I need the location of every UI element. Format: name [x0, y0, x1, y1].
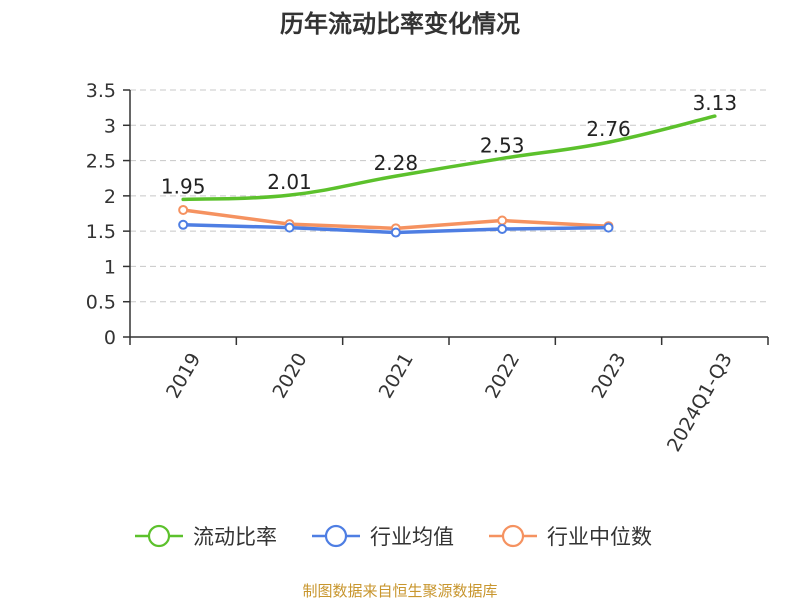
x-tick-label: 2023 — [587, 349, 630, 402]
source-note: 制图数据来自恒生聚源数据库 — [302, 582, 497, 600]
x-tick-label: 2024Q1-Q3 — [663, 349, 737, 455]
y-tick-label: 3.5 — [86, 80, 116, 102]
data-label: 2.28 — [374, 151, 419, 175]
y-tick-label: 0 — [104, 327, 116, 349]
grid-lines — [130, 89, 768, 303]
y-tick-label: 0.5 — [86, 292, 116, 314]
series-point-1[interactable] — [603, 222, 614, 233]
y-tick-label: 2 — [104, 186, 116, 208]
data-label: 2.76 — [586, 117, 631, 141]
y-tick-label: 1.5 — [86, 221, 116, 243]
legend-marker — [324, 524, 348, 548]
y-tick-label: 1 — [104, 256, 116, 278]
series-point-1[interactable] — [178, 219, 189, 230]
legend-marker — [501, 524, 525, 548]
data-label: 2.01 — [267, 170, 312, 194]
x-tick-label: 2021 — [375, 349, 418, 402]
series-point-1[interactable] — [497, 224, 508, 235]
legend-label: 行业均值 — [370, 525, 454, 549]
data-labels: 1.95 2.01 2.28 2.53 2.76 3.13 — [161, 91, 737, 198]
legend-label: 流动比率 — [193, 525, 277, 549]
legend-item-1[interactable]: 行业均值 — [312, 524, 454, 549]
legend-item-2[interactable]: 行业中位数 — [489, 524, 652, 549]
y-tick-label: 3 — [104, 115, 116, 137]
x-tick-label: 2019 — [162, 349, 205, 402]
series-point-1[interactable] — [390, 227, 401, 238]
chart-title: 历年流动比率变化情况 — [280, 10, 520, 38]
y-tick-label: 2.5 — [86, 151, 116, 173]
series-point-2[interactable] — [178, 204, 189, 215]
legend-marker — [147, 524, 171, 548]
x-tick-label: 2020 — [268, 349, 311, 402]
legend-item-0[interactable]: 流动比率 — [135, 524, 277, 549]
data-label: 2.53 — [480, 133, 525, 157]
series-line-0 — [181, 114, 717, 202]
data-label: 3.13 — [693, 91, 738, 115]
legend[interactable]: 流动比率 行业均值 行业中位数 — [135, 524, 652, 549]
series-point-2[interactable] — [497, 215, 508, 226]
series-layer — [178, 114, 717, 238]
legend-label: 行业中位数 — [547, 525, 652, 549]
x-tick-label: 2022 — [481, 349, 524, 402]
data-label: 1.95 — [161, 174, 206, 198]
series-point-1[interactable] — [284, 222, 295, 233]
